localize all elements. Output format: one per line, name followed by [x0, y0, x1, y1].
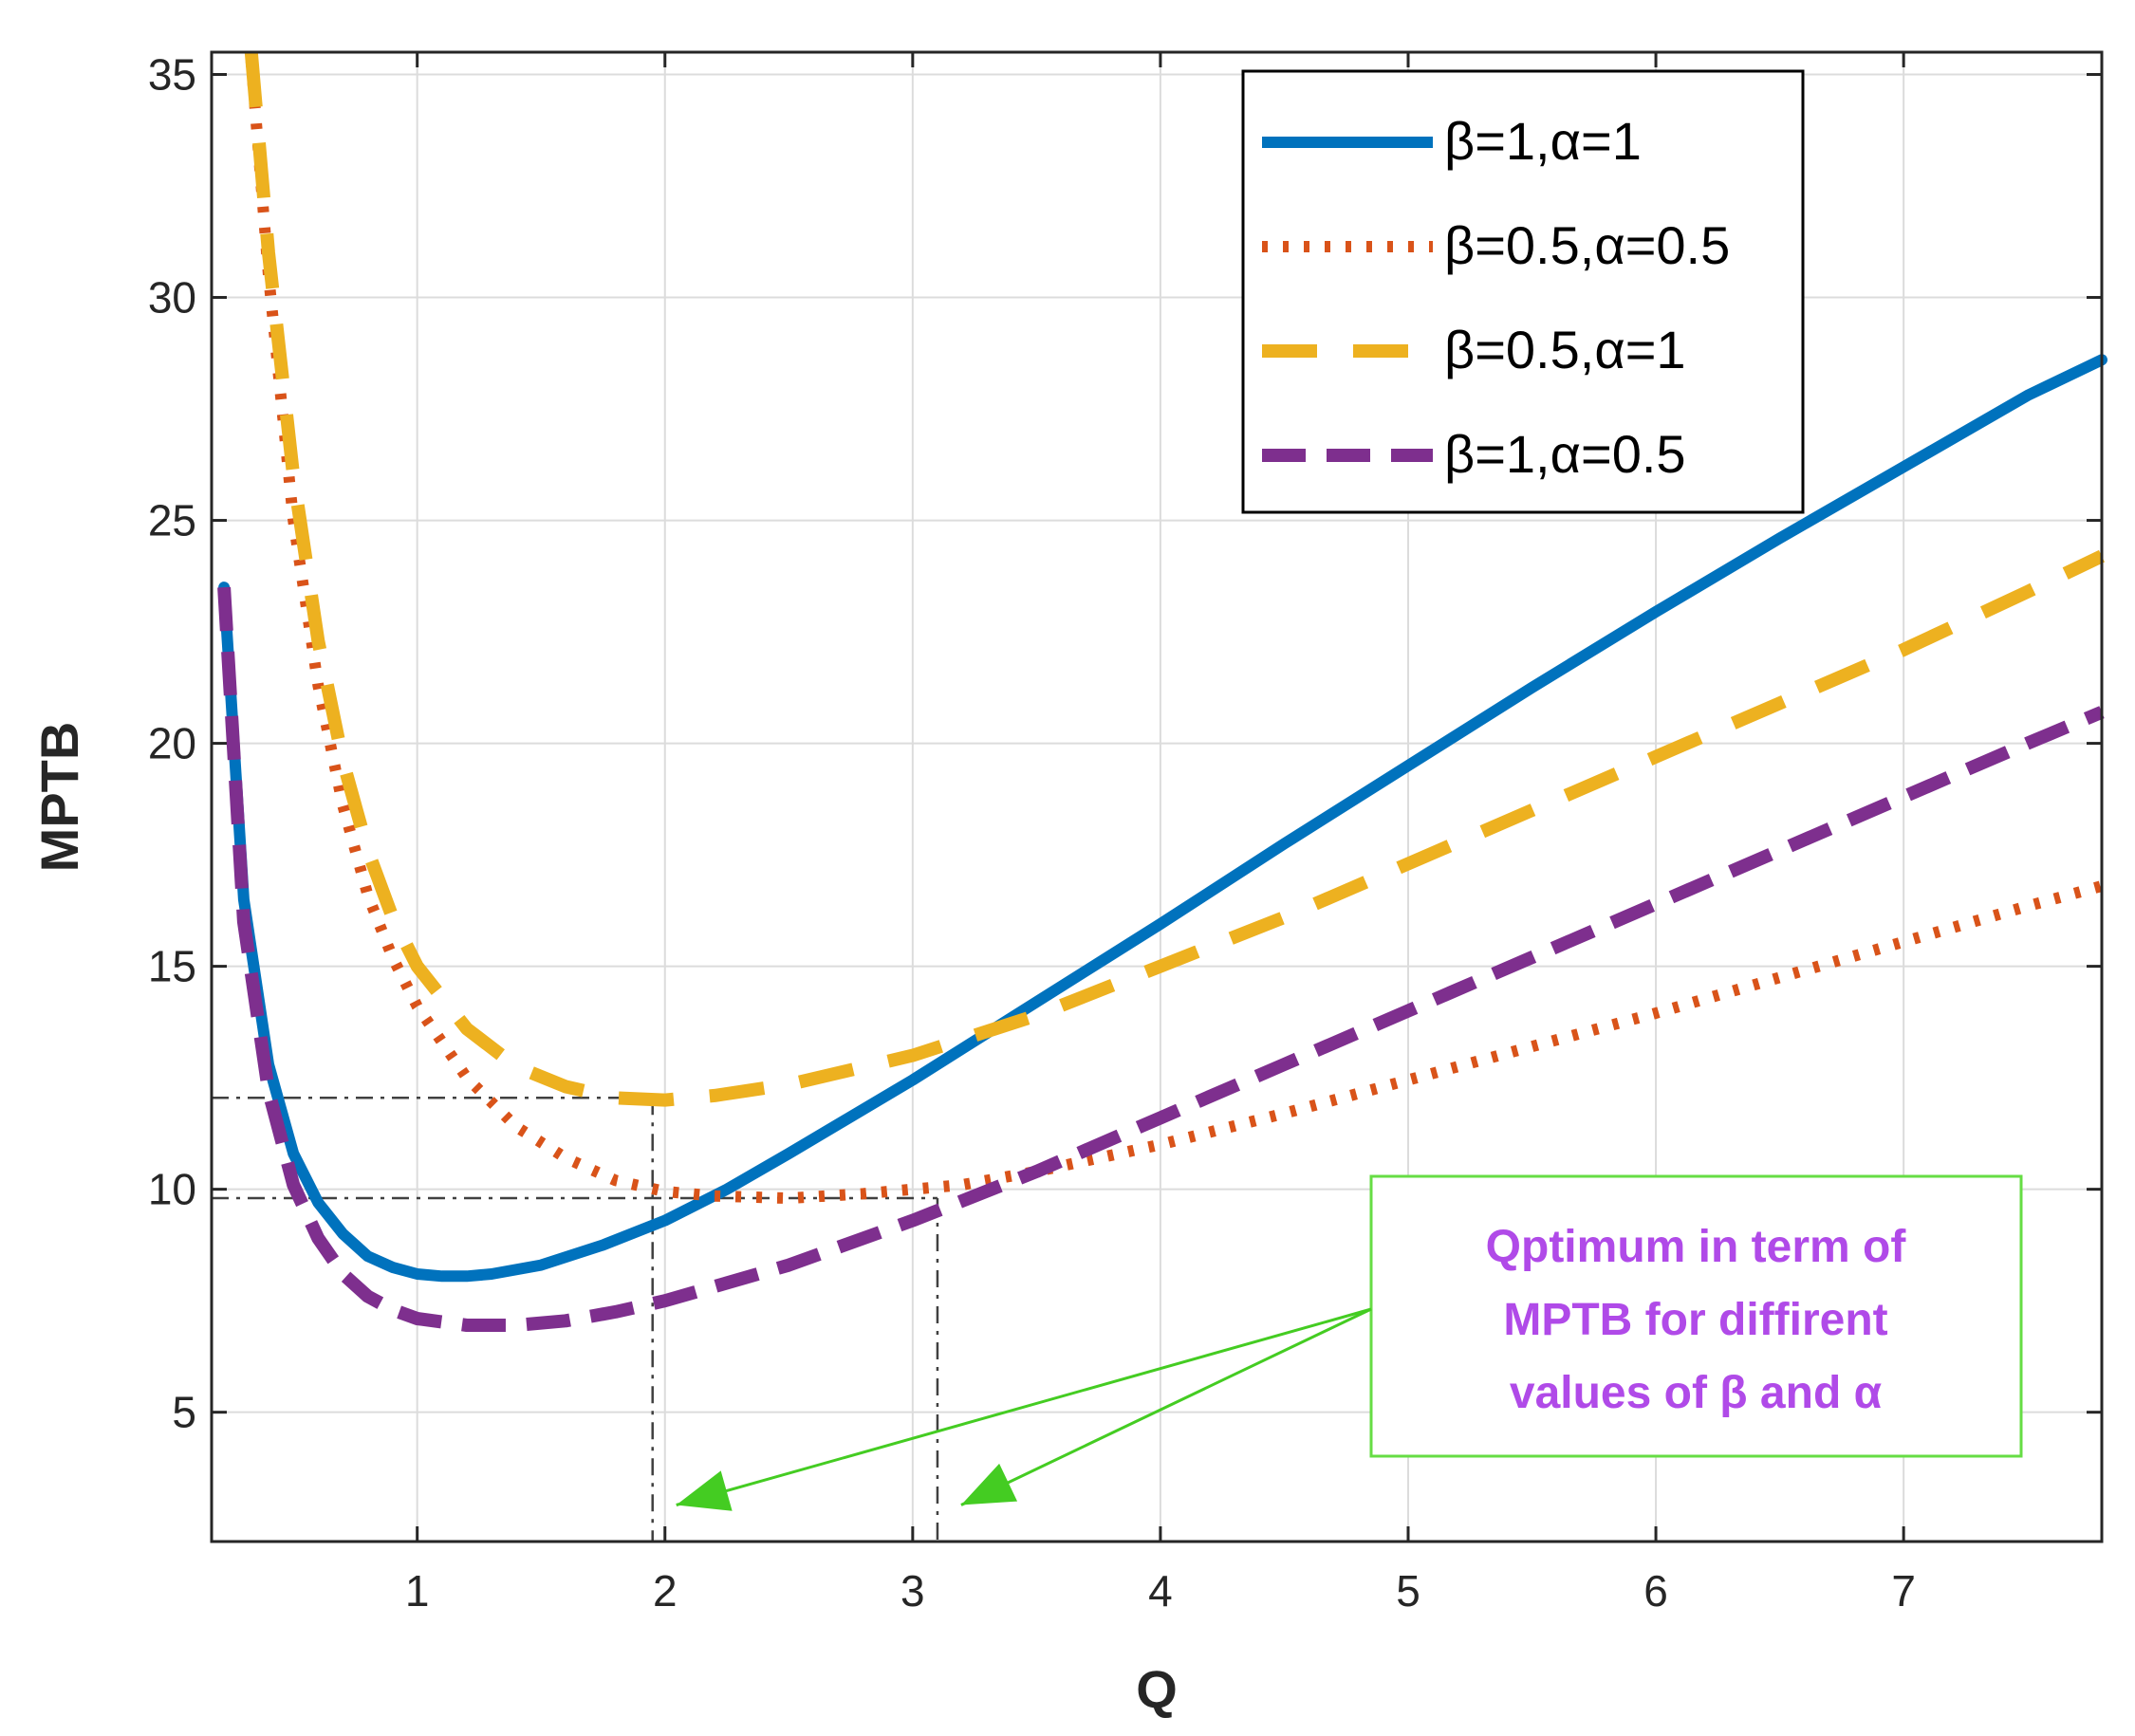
legend-label-4: β=1,α=0.5 — [1444, 424, 1686, 484]
legend-label-2: β=0.5,α=0.5 — [1444, 215, 1730, 275]
legend-items — [1262, 137, 1433, 462]
annotation-arrows — [676, 1307, 1372, 1511]
series-line-4 — [217, 586, 2105, 1332]
annotation-arrow-2 — [960, 1307, 1372, 1506]
annotation-line-1: Qptimum in term of — [1486, 1222, 1907, 1272]
x-tick-label: 1 — [405, 1566, 430, 1616]
x-tick-label: 3 — [900, 1566, 925, 1616]
legend-label-1: β=1,α=1 — [1444, 111, 1642, 171]
series-line-2 — [245, 60, 2104, 1205]
series-group — [217, 51, 2107, 1332]
annotation-arrowhead-2 — [960, 1463, 1018, 1505]
legend-label-3: β=0.5,α=1 — [1444, 320, 1686, 379]
annotation-arrow-1 — [676, 1307, 1372, 1506]
plot-border — [210, 50, 2104, 1543]
annotation-line-3: values of β and α — [1510, 1368, 1883, 1418]
y-tick-labels: 5 10 15 20 25 30 35 — [148, 50, 196, 1437]
y-tick-label: 30 — [148, 273, 196, 323]
y-tick-label: 20 — [148, 719, 196, 768]
reference-lines — [212, 1097, 939, 1542]
x-tick-labels: 1 2 3 4 5 6 7 — [405, 1566, 1916, 1616]
x-tick-label: 6 — [1643, 1566, 1668, 1616]
y-axis-label: MPTB — [29, 722, 89, 873]
x-tick-label: 7 — [1891, 1566, 1916, 1616]
annotation-line-2: MPTB for diffirent — [1503, 1295, 1887, 1345]
y-tick-label: 5 — [172, 1388, 196, 1437]
series-line-1 — [218, 354, 2107, 1283]
annotation: Qptimum in term of MPTB for diffirent va… — [676, 1174, 2023, 1511]
legend-box — [1241, 69, 1805, 514]
y-tick-label: 25 — [148, 496, 196, 545]
y-tick-label: 35 — [148, 50, 196, 100]
y-tick-label: 15 — [148, 942, 196, 991]
x-axis-label: Q — [1136, 1659, 1178, 1719]
series-line-3 — [244, 51, 2106, 1107]
legend: β=1,α=1 β=0.5,α=0.5 β=0.5,α=1 β=1,α=0.5 — [1241, 69, 1805, 514]
x-tick-label: 2 — [653, 1566, 678, 1616]
annotation-arrowhead-1 — [676, 1470, 733, 1511]
x-tick-label: 4 — [1148, 1566, 1173, 1616]
tick-group — [212, 52, 2102, 1542]
x-tick-label: 5 — [1396, 1566, 1420, 1616]
y-tick-label: 10 — [148, 1165, 196, 1214]
annotation-box — [1369, 1174, 2023, 1458]
